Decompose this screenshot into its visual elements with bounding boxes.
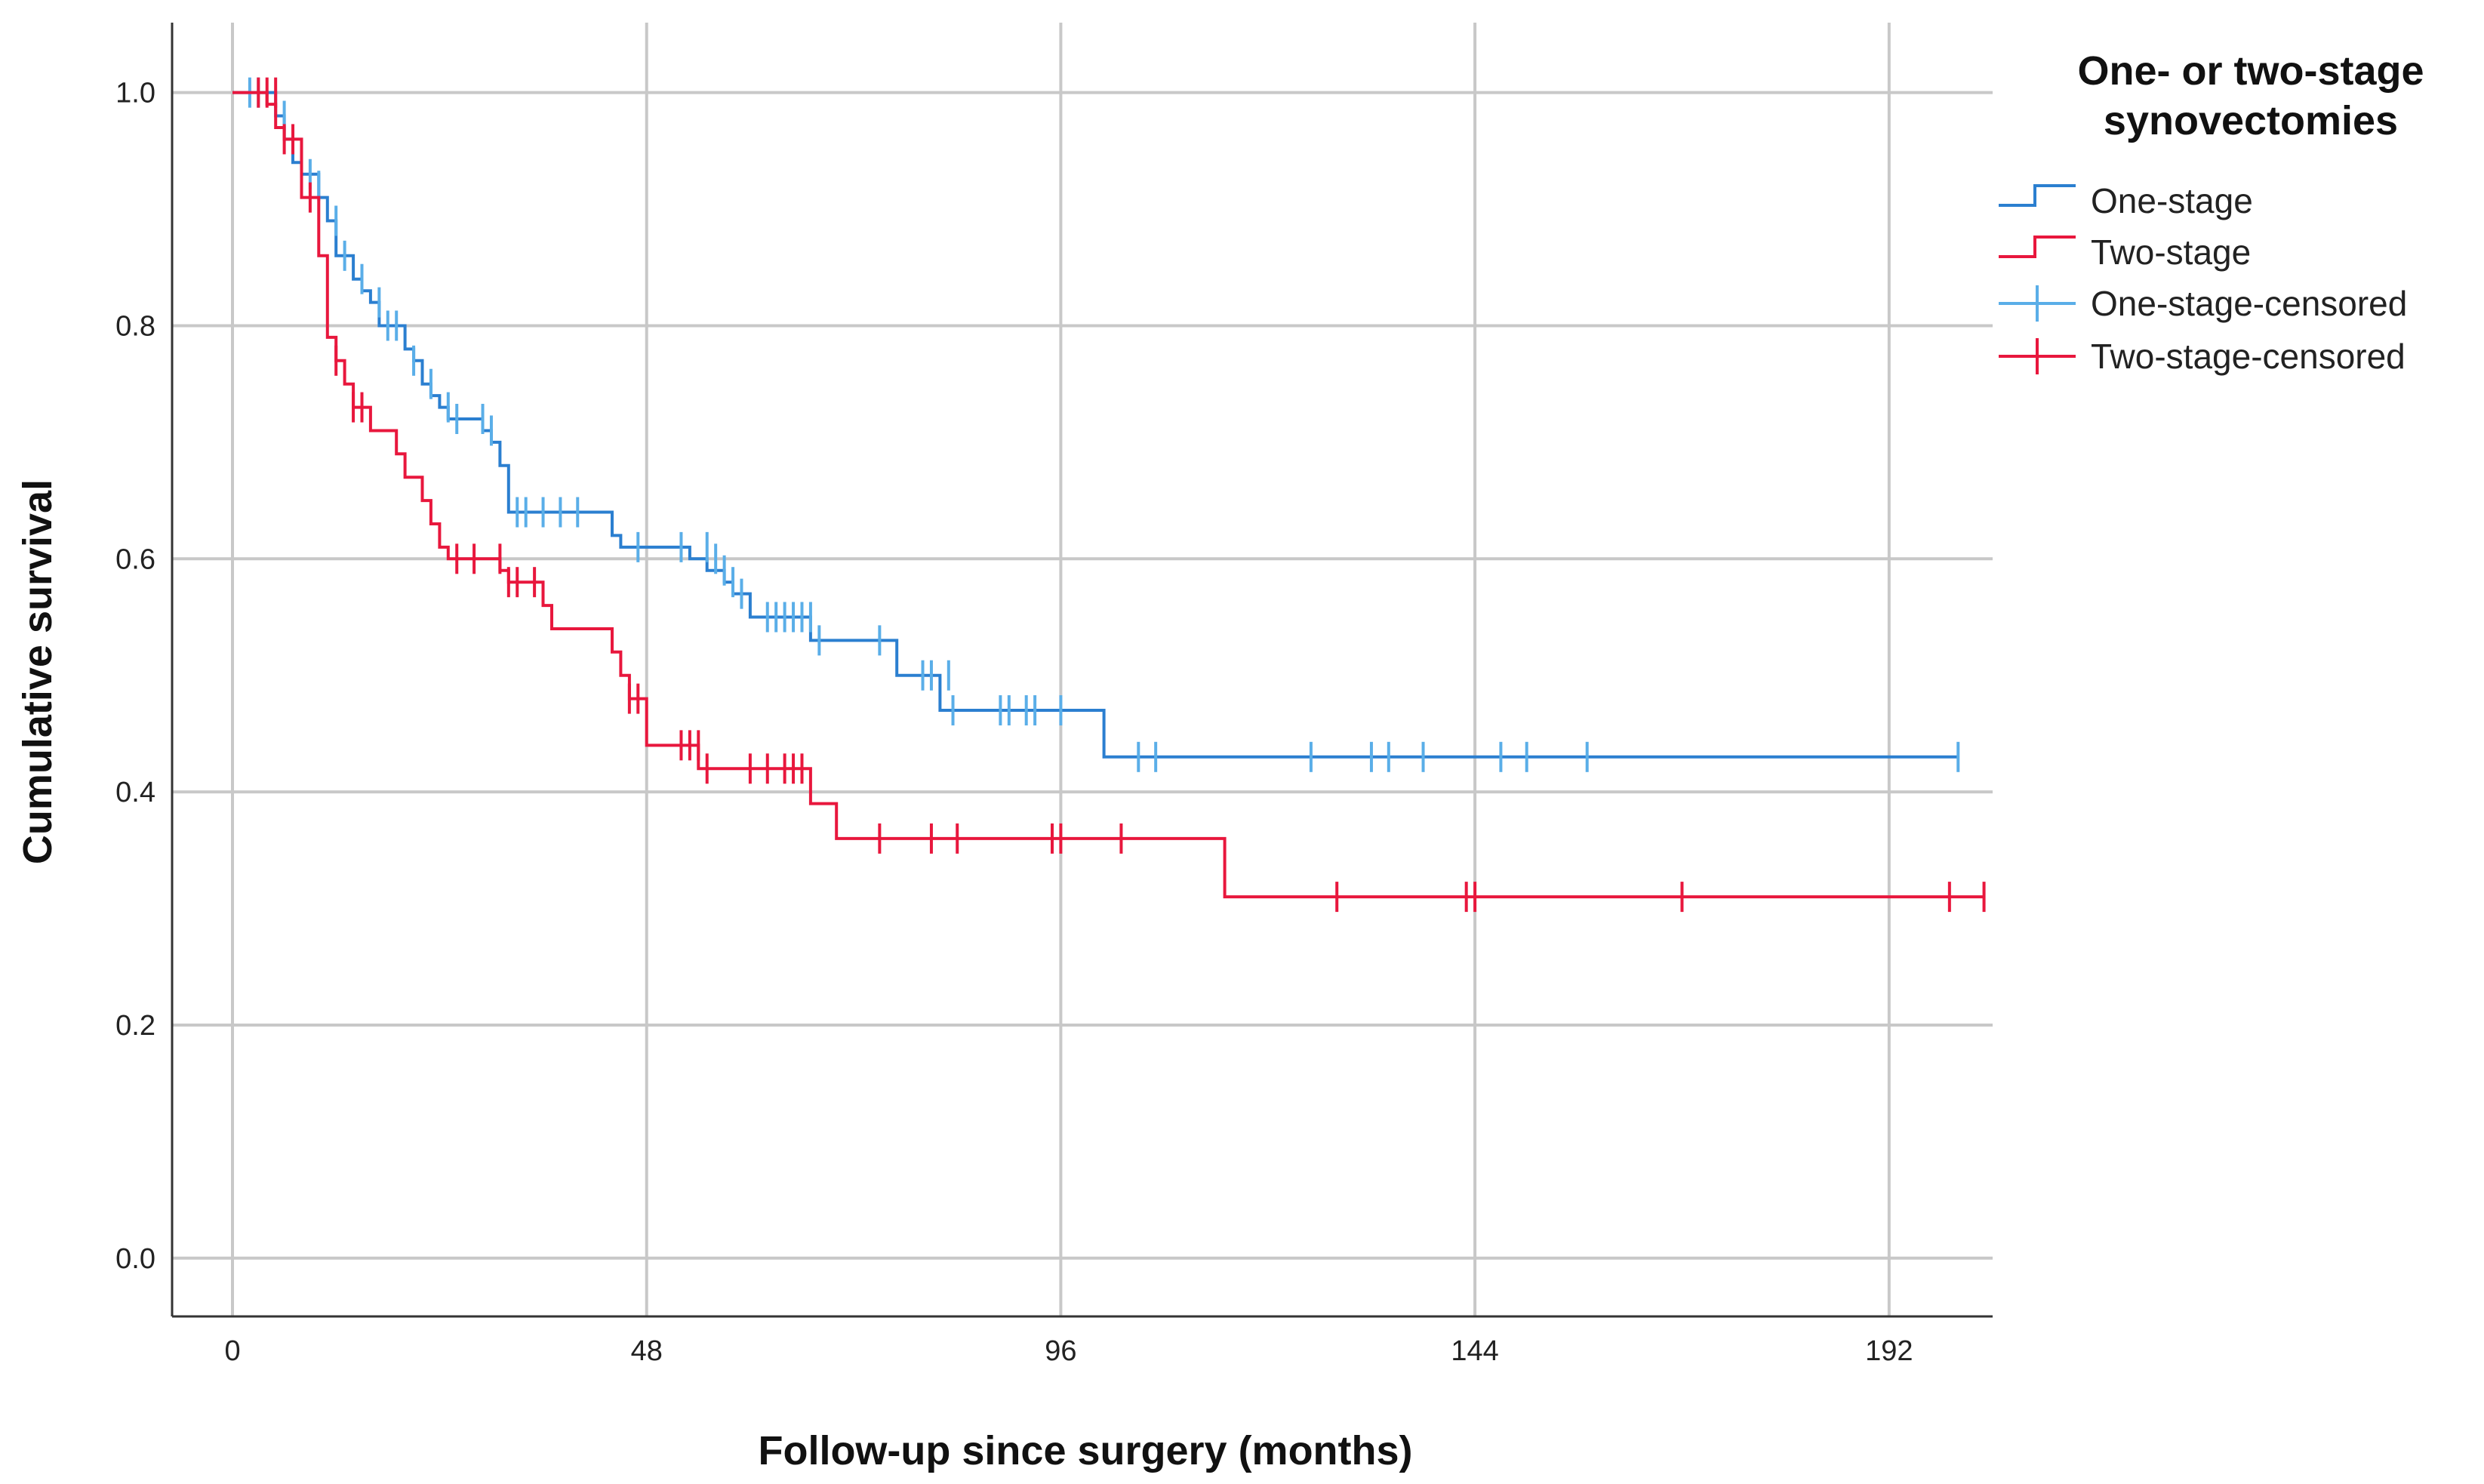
y-tick-labels: 0.0 0.2 0.4 0.6 0.8 1.0: [115, 78, 155, 1275]
legend-one-stage-censored-swatch: [1999, 285, 2076, 322]
one-stage-survival-line: [232, 91, 1959, 759]
legend-title-line-1: One- or two-stage: [2077, 48, 2424, 94]
legend-two-stage-swatch: [1999, 236, 2076, 258]
y-tick-label: 0.6: [115, 543, 155, 575]
axes: [171, 23, 1993, 1318]
two-stage-survival-line: [232, 91, 1984, 899]
legend-title-line-2: synovectomies: [2104, 98, 2398, 143]
y-tick-label: 1.0: [115, 78, 155, 109]
x-tick-label: 96: [1045, 1335, 1076, 1367]
legend-one-stage-swatch: [1999, 184, 2076, 207]
legend-one-stage-label: One-stage: [2091, 181, 2253, 220]
x-tick-label: 144: [1451, 1335, 1498, 1367]
y-axis-title: Cumulative survival: [15, 479, 60, 864]
legend-two-stage-censored-label: Two-stage-censored: [2091, 337, 2406, 376]
x-tick-label: 48: [631, 1335, 663, 1367]
legend-two-stage-censored-swatch: [1999, 338, 2076, 374]
x-axis-title: Follow-up since surgery (months): [758, 1428, 1412, 1473]
legend-two-stage-label: Two-stage: [2091, 232, 2251, 272]
x-tick-label: 192: [1865, 1335, 1913, 1367]
x-tick-label: 0: [224, 1335, 240, 1367]
legend: One- or two-stage synovectomies One-stag…: [1999, 48, 2424, 376]
y-tick-label: 0.2: [115, 1010, 155, 1042]
legend-one-stage-censored-label: One-stage-censored: [2091, 284, 2407, 323]
y-tick-label: 0.0: [115, 1243, 155, 1275]
y-tick-label: 0.8: [115, 310, 155, 342]
x-tick-labels: 0 48 96 144 192: [224, 1335, 1913, 1367]
y-tick-label: 0.4: [115, 777, 155, 808]
series-layer: [232, 77, 1986, 913]
